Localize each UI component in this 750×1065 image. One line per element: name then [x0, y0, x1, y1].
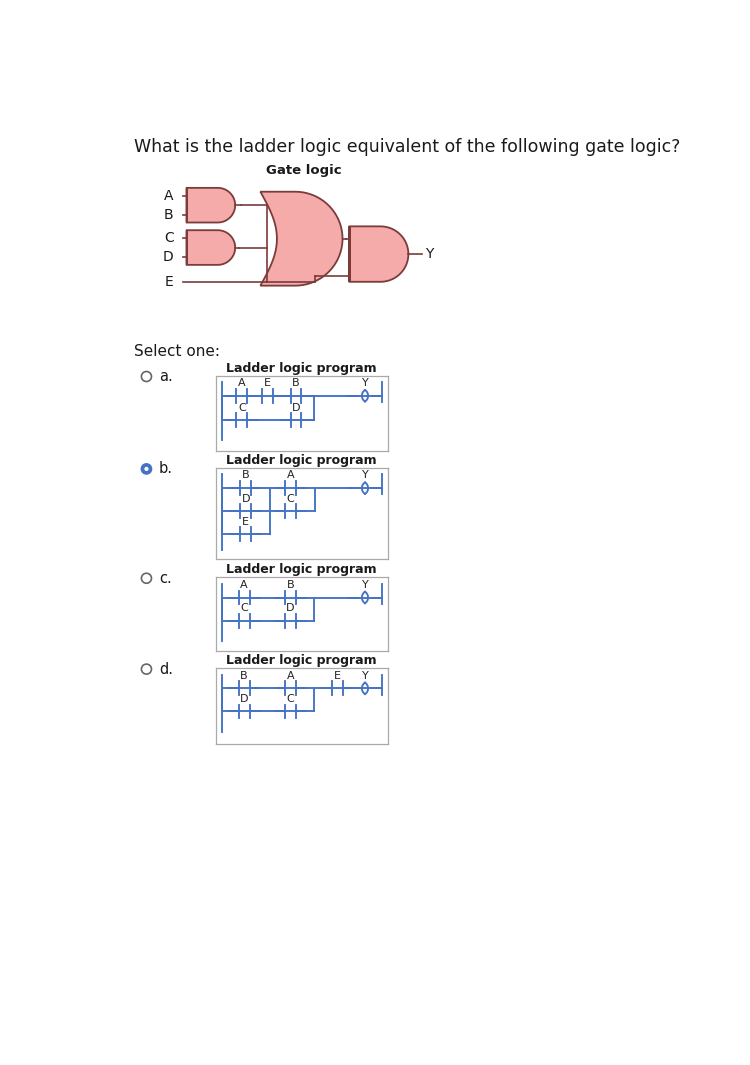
Text: E: E	[165, 275, 173, 289]
Polygon shape	[187, 187, 236, 223]
Text: C: C	[238, 403, 246, 413]
Text: Gate logic: Gate logic	[266, 164, 341, 177]
Text: D: D	[286, 603, 295, 612]
Text: Y: Y	[425, 247, 433, 261]
Text: C: C	[240, 603, 248, 612]
Text: Y: Y	[362, 378, 368, 388]
Text: B: B	[286, 579, 295, 590]
Text: D: D	[240, 693, 248, 704]
Text: a.: a.	[159, 368, 172, 384]
Text: d.: d.	[159, 661, 172, 676]
Text: B: B	[240, 671, 248, 681]
Text: D: D	[242, 493, 250, 504]
Text: Y: Y	[362, 579, 368, 590]
Text: b.: b.	[159, 461, 172, 476]
Text: Y: Y	[362, 471, 368, 480]
Polygon shape	[187, 230, 236, 265]
Text: B: B	[242, 471, 250, 480]
Text: c.: c.	[159, 571, 172, 586]
Text: A: A	[240, 579, 248, 590]
Text: D: D	[292, 403, 300, 413]
Text: Ladder logic program: Ladder logic program	[226, 361, 376, 375]
Polygon shape	[260, 192, 343, 285]
Text: Ladder logic program: Ladder logic program	[226, 563, 376, 576]
Text: Y: Y	[362, 671, 368, 681]
Circle shape	[144, 466, 148, 471]
Text: Ladder logic program: Ladder logic program	[226, 654, 376, 667]
Text: C: C	[286, 693, 295, 704]
Text: B: B	[164, 208, 173, 222]
Text: A: A	[286, 671, 295, 681]
Text: B: B	[292, 378, 300, 388]
Text: D: D	[163, 250, 173, 264]
Text: A: A	[286, 471, 295, 480]
Text: A: A	[164, 189, 173, 202]
Text: E: E	[264, 378, 271, 388]
Text: C: C	[286, 493, 295, 504]
Text: E: E	[242, 517, 249, 527]
Circle shape	[142, 464, 152, 474]
Text: Select one:: Select one:	[134, 344, 220, 359]
Text: C: C	[164, 231, 173, 245]
Text: Ladder logic program: Ladder logic program	[226, 454, 376, 466]
Text: A: A	[238, 378, 245, 388]
Text: What is the ladder logic equivalent of the following gate logic?: What is the ladder logic equivalent of t…	[134, 138, 680, 157]
Polygon shape	[350, 227, 409, 282]
Text: E: E	[334, 671, 340, 681]
